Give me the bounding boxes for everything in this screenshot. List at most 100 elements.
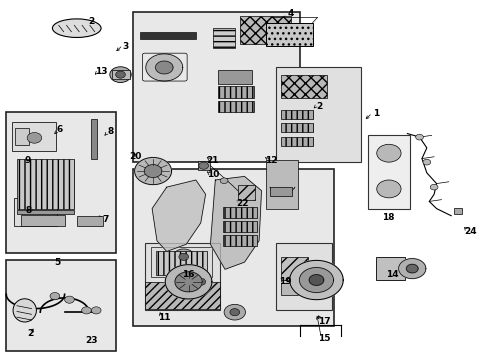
- Bar: [281, 137, 312, 146]
- Text: 5: 5: [54, 258, 61, 267]
- Circle shape: [110, 67, 131, 82]
- Text: 7: 7: [102, 215, 109, 224]
- Text: 17: 17: [318, 316, 330, 325]
- Bar: [276, 67, 361, 162]
- Bar: [217, 101, 254, 112]
- Circle shape: [199, 162, 208, 169]
- Polygon shape: [152, 180, 205, 251]
- Circle shape: [376, 180, 400, 198]
- Bar: [239, 16, 290, 44]
- Bar: [212, 28, 234, 48]
- Bar: [77, 216, 103, 226]
- Circle shape: [220, 178, 227, 184]
- Bar: [132, 169, 334, 327]
- Text: 11: 11: [158, 313, 170, 322]
- Circle shape: [173, 249, 194, 265]
- Bar: [112, 70, 129, 79]
- Bar: [17, 158, 74, 208]
- Text: 10: 10: [206, 170, 219, 179]
- Bar: [281, 75, 326, 98]
- Bar: [14, 198, 57, 226]
- Text: 24: 24: [463, 227, 476, 236]
- Polygon shape: [145, 54, 183, 81]
- Polygon shape: [134, 157, 171, 185]
- Circle shape: [422, 159, 430, 165]
- Text: 22: 22: [235, 199, 248, 208]
- Bar: [281, 111, 312, 119]
- Text: 15: 15: [318, 334, 330, 343]
- Text: 2: 2: [316, 102, 323, 111]
- Bar: [17, 210, 74, 214]
- Bar: [217, 86, 254, 98]
- Text: 4: 4: [287, 9, 293, 18]
- Bar: [222, 207, 256, 217]
- Bar: [217, 70, 251, 84]
- Text: 12: 12: [264, 156, 277, 165]
- Circle shape: [429, 184, 437, 190]
- Bar: [281, 123, 312, 132]
- Text: 2: 2: [88, 17, 94, 26]
- Bar: [266, 23, 312, 46]
- Bar: [15, 128, 29, 145]
- Circle shape: [27, 132, 41, 143]
- Circle shape: [190, 274, 211, 290]
- Circle shape: [415, 134, 423, 140]
- Bar: [144, 243, 220, 310]
- Text: 6: 6: [57, 126, 63, 135]
- Bar: [132, 12, 300, 162]
- Ellipse shape: [52, 19, 101, 37]
- Polygon shape: [165, 265, 211, 299]
- Bar: [276, 243, 331, 310]
- Circle shape: [196, 278, 205, 285]
- Text: 13: 13: [95, 67, 107, 76]
- Text: 19: 19: [279, 277, 291, 286]
- Circle shape: [91, 307, 101, 314]
- Text: 1: 1: [372, 109, 378, 118]
- Text: 8: 8: [107, 127, 114, 136]
- Bar: [140, 32, 196, 39]
- Polygon shape: [210, 176, 261, 269]
- Circle shape: [224, 304, 245, 320]
- Bar: [151, 247, 211, 277]
- Bar: [269, 187, 291, 196]
- Bar: [281, 283, 307, 295]
- Circle shape: [229, 309, 239, 316]
- Ellipse shape: [13, 299, 36, 322]
- Polygon shape: [406, 264, 417, 273]
- Polygon shape: [155, 61, 173, 74]
- Text: 8: 8: [25, 206, 31, 215]
- Polygon shape: [175, 272, 202, 292]
- Circle shape: [116, 71, 125, 78]
- Text: 14: 14: [386, 270, 398, 279]
- Bar: [21, 215, 64, 226]
- Circle shape: [179, 253, 188, 260]
- Text: 9: 9: [25, 156, 31, 165]
- Polygon shape: [289, 260, 343, 300]
- Polygon shape: [144, 165, 162, 177]
- Bar: [453, 207, 461, 214]
- Text: 20: 20: [129, 152, 141, 161]
- Circle shape: [376, 144, 400, 162]
- Bar: [6, 260, 116, 351]
- Circle shape: [64, 296, 74, 303]
- Bar: [266, 160, 297, 208]
- Text: 2: 2: [27, 329, 34, 338]
- Text: 18: 18: [381, 213, 393, 222]
- Bar: [91, 119, 97, 158]
- Bar: [144, 282, 220, 309]
- Polygon shape: [299, 267, 333, 293]
- Text: 3: 3: [122, 41, 128, 50]
- Bar: [281, 257, 307, 280]
- Bar: [6, 112, 116, 253]
- Bar: [222, 235, 256, 246]
- Bar: [198, 161, 209, 170]
- Bar: [238, 185, 255, 200]
- Polygon shape: [308, 275, 323, 285]
- Bar: [12, 122, 56, 152]
- Bar: [368, 135, 409, 208]
- Bar: [156, 251, 206, 275]
- Text: 21: 21: [206, 156, 219, 165]
- Circle shape: [81, 307, 91, 314]
- Text: 23: 23: [85, 336, 98, 345]
- Bar: [375, 257, 404, 280]
